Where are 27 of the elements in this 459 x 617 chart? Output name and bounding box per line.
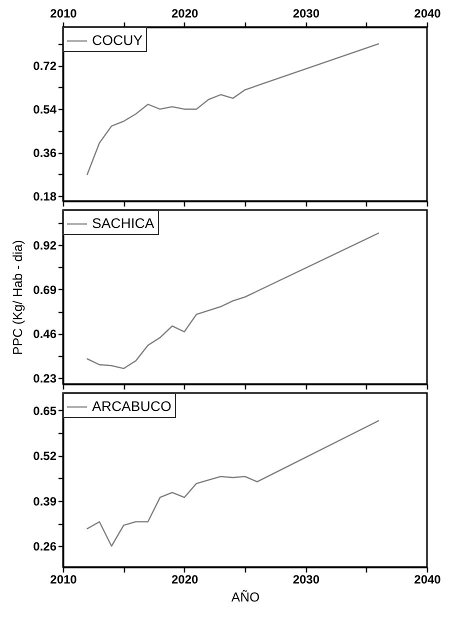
- x2-tick-label: 2030: [292, 6, 320, 20]
- y-tick-label: 0.26: [33, 540, 57, 554]
- x2-tick-label: 2040: [414, 6, 442, 20]
- line-series: [86, 420, 380, 547]
- x-tick-label: 2030: [292, 572, 320, 586]
- legend-label: COCUY: [92, 32, 144, 48]
- y-tick-label: 0.72: [33, 59, 57, 74]
- x-axis-title: AÑO: [231, 590, 260, 604]
- line-series: [86, 232, 380, 370]
- y-tick-label: 0.92: [33, 238, 57, 252]
- y-tick-label: 0.69: [33, 282, 57, 297]
- legend-label: ARCABUCO: [92, 398, 172, 414]
- y-tick-label: 0.52: [33, 449, 57, 464]
- x2-tick-label: 2010: [50, 6, 78, 20]
- x-tick-label: 2010: [50, 572, 78, 586]
- legend-label: SACHICA: [92, 215, 155, 231]
- y-axis-title: PPC (Kg/ Hab - dia): [10, 240, 26, 355]
- y-tick-label: 0.46: [33, 327, 57, 342]
- y-tick-label: 0.65: [33, 404, 57, 418]
- x2-tick-label: 2020: [171, 6, 199, 20]
- x-tick-label: 2020: [171, 572, 199, 586]
- y-tick-label: 0.18: [33, 190, 57, 204]
- y-tick-label: 0.36: [33, 146, 57, 160]
- y-tick-label: 0.23: [33, 372, 57, 386]
- x-tick-label: 2040: [414, 572, 442, 586]
- y-tick-label: 0.39: [33, 494, 57, 508]
- y-tick-label: 0.54: [33, 102, 57, 117]
